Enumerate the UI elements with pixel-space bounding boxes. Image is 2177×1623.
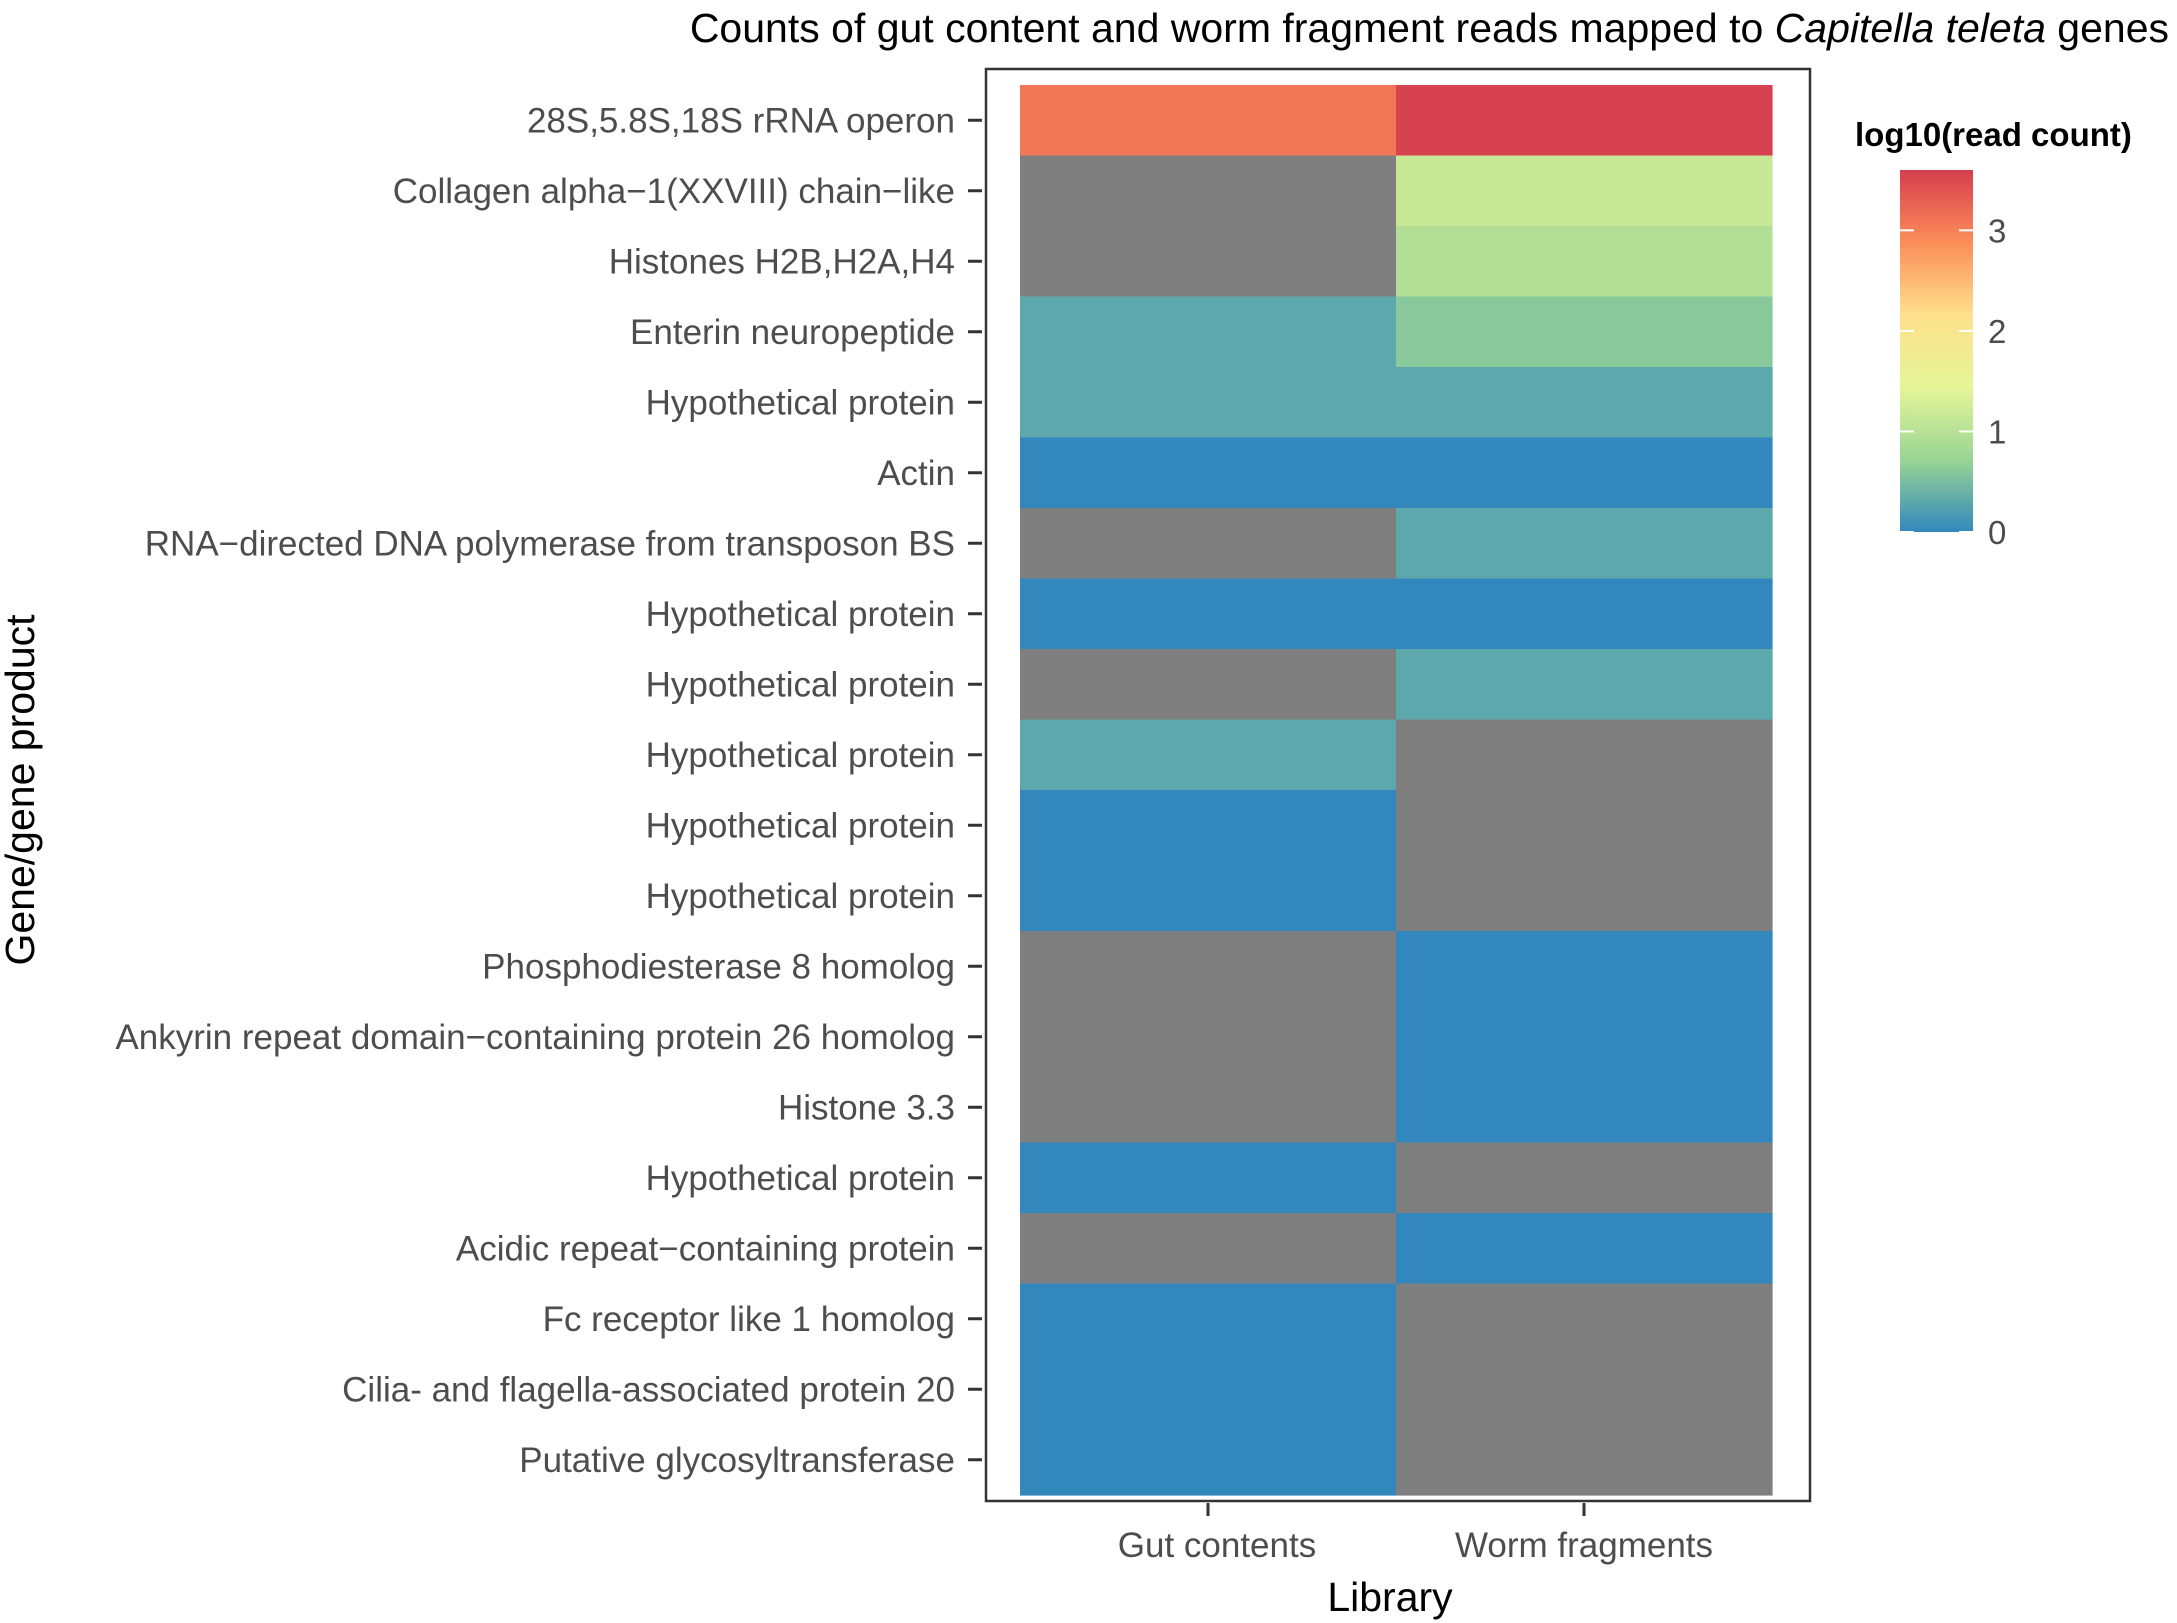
y-tick-label: Hypothetical protein — [646, 665, 955, 704]
heatmap-cell — [1020, 1072, 1397, 1144]
heatmap-cell — [1396, 85, 1773, 157]
color-legend: log10(read count) 0 1 2 3 — [1855, 116, 2132, 551]
heatmap-tiles — [1020, 85, 1773, 1496]
y-tick-label: Fc receptor like 1 homolog — [543, 1300, 955, 1339]
y-tick-label: Hypothetical protein — [646, 595, 955, 634]
heatmap-cell — [1396, 437, 1773, 509]
heatmap-cell — [1396, 931, 1773, 1003]
heatmap-cell — [1396, 226, 1773, 298]
heatmap-cell — [1396, 1001, 1773, 1073]
panel-border — [984, 67, 1812, 1503]
heatmap-cell — [1020, 790, 1397, 862]
heatmap-cell — [1020, 649, 1397, 721]
heatmap-cell — [1396, 1142, 1773, 1214]
y-tick-label: 28S,5.8S,18S rRNA operon — [527, 101, 955, 140]
y-tick-label: Ankyrin repeat domain−containing protein… — [115, 1018, 955, 1057]
heatmap-cell — [1396, 719, 1773, 791]
x-axis-title: Library — [1327, 1574, 1453, 1620]
chart-title-part: Capitella teleta — [1775, 5, 2046, 51]
heatmap-cell — [1396, 1213, 1773, 1285]
heatmap-cell — [1020, 1424, 1397, 1496]
heatmap-cell — [1020, 719, 1397, 791]
y-tick-label: RNA−directed DNA polymerase from transpo… — [145, 524, 955, 563]
legend-tick-label: 1 — [1988, 413, 2006, 450]
heatmap-cell — [1396, 860, 1773, 932]
y-tick-label: Enterin neuropeptide — [630, 313, 955, 352]
legend-tick-label: 3 — [1988, 212, 2006, 249]
heatmap-cell — [1020, 1213, 1397, 1285]
heatmap-cell — [1396, 367, 1773, 439]
y-axis-title: Gene/gene product — [0, 614, 43, 966]
y-tick-label: Acidic repeat−containing protein — [456, 1229, 955, 1268]
heatmap-cell — [1020, 1354, 1397, 1426]
heatmap-cell — [1396, 578, 1773, 650]
legend-tick-label: 2 — [1988, 313, 2006, 350]
legend-ticks: 0 1 2 3 — [1900, 212, 2006, 551]
heatmap-cell — [1020, 1142, 1397, 1214]
heatmap-cell — [1020, 296, 1397, 368]
heatmap-cell — [1020, 155, 1397, 227]
chart-title-part: Counts of gut content and worm fragment … — [690, 5, 1775, 51]
chart-title: Counts of gut content and worm fragment … — [690, 5, 2169, 51]
y-tick-label: Hypothetical protein — [646, 1159, 955, 1198]
legend-tick-label: 0 — [1988, 514, 2006, 551]
heatmap-cell — [1020, 931, 1397, 1003]
y-tick-label: Hypothetical protein — [646, 877, 955, 916]
y-tick-label: Putative glycosyltransferase — [519, 1441, 955, 1480]
heatmap-cell — [1396, 508, 1773, 580]
chart-title-part: genes — [2046, 5, 2169, 51]
y-tick-label: Hypothetical protein — [646, 806, 955, 845]
y-tick-label: Histone 3.3 — [778, 1088, 955, 1127]
heatmap-cell — [1396, 296, 1773, 368]
legend-colorbar — [1900, 170, 1973, 532]
x-axis: Gut contents Worm fragments — [1118, 1503, 1713, 1565]
x-tick-label: Worm fragments — [1455, 1526, 1713, 1565]
y-axis: 28S,5.8S,18S rRNA operon Collagen alpha−1… — [115, 101, 982, 1480]
heatmap-cell — [1020, 860, 1397, 932]
y-tick-label: Cilia- and flagella-associated protein 2… — [342, 1370, 955, 1409]
heatmap-cell — [1020, 367, 1397, 439]
heatmap-cell — [1396, 1354, 1773, 1426]
y-tick-label: Phosphodiesterase 8 homolog — [482, 947, 955, 986]
heatmap-cell — [1396, 649, 1773, 721]
y-tick-label: Collagen alpha−1(XXVIII) chain−like — [393, 172, 955, 211]
heatmap-cell — [1020, 1283, 1397, 1355]
heatmap-cell — [1396, 790, 1773, 862]
heatmap-cell — [1020, 437, 1397, 509]
y-tick-label: Hypothetical protein — [646, 383, 955, 422]
heatmap-cell — [1020, 226, 1397, 298]
y-tick-label: Actin — [877, 454, 955, 493]
x-tick-label: Gut contents — [1118, 1526, 1316, 1565]
heatmap-cell — [1396, 155, 1773, 227]
heatmap-cell — [1020, 1001, 1397, 1073]
y-tick-label: Hypothetical protein — [646, 736, 955, 775]
heatmap-cell — [1396, 1424, 1773, 1496]
heatmap-cell — [1020, 85, 1397, 157]
y-tick-label: Histones H2B,H2A,H4 — [609, 242, 955, 281]
heatmap-cell — [1396, 1072, 1773, 1144]
heatmap-cell — [1396, 1283, 1773, 1355]
heatmap-cell — [1020, 578, 1397, 650]
legend-title: log10(read count) — [1855, 116, 2132, 153]
heatmap-cell — [1020, 508, 1397, 580]
